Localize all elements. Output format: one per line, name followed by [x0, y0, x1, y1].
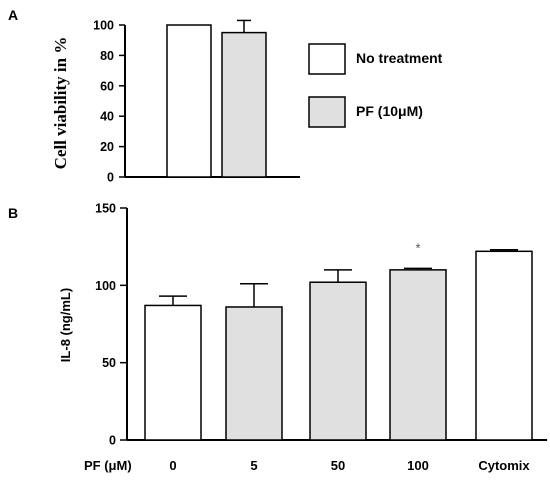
panel-b-significance-marker: * — [415, 240, 420, 255]
panel-a-y-tick-label: 20 — [100, 140, 114, 154]
panel-b-chart: 0 50 100 150 0 5 50 100 Cytomix * — [95, 202, 547, 473]
panel-a-y-tick-label: 40 — [100, 110, 114, 124]
panel-b-bar — [225, 306, 283, 441]
panel-a-y-axis-label: Cell viability in % — [51, 37, 70, 170]
panel-b-bar — [389, 269, 447, 441]
panel-a-legend-label: PF (10μM) — [356, 103, 423, 119]
panel-a-y-tick-label: 60 — [100, 79, 114, 93]
panel-a-bar — [221, 31, 267, 178]
panel-b-y-tick-label: 150 — [95, 202, 116, 216]
panel-a-y-tick-label: 0 — [107, 171, 114, 185]
panel-a-legend-label: No treatment — [356, 50, 443, 66]
panel-b-x-tick-label: 100 — [407, 458, 429, 473]
panel-a-y-tick-label: 100 — [93, 19, 114, 33]
panel-a-label: A — [8, 7, 18, 23]
panel-b-y-tick-label: 50 — [102, 356, 116, 370]
panel-b-x-tick-label: 50 — [331, 458, 345, 473]
panel-b-y-tick-label: 0 — [109, 434, 116, 448]
panel-b-label: B — [8, 205, 18, 221]
panel-b-y-tick-label: 100 — [95, 279, 116, 293]
panel-b-x-tick-label: 5 — [250, 458, 257, 473]
panel-b-bar — [144, 304, 202, 441]
panel-b-x-tick-label: 0 — [169, 458, 176, 473]
panel-a-bar — [166, 24, 212, 178]
panel-a-legend-swatch — [308, 96, 346, 128]
panel-a-legend: No treatment PF (10μM) — [308, 43, 443, 128]
panel-b-bar — [309, 281, 367, 441]
panel-b-x-tick-label: Cytomix — [478, 458, 530, 473]
panel-b-x-axis-label: PF (μM) — [84, 458, 132, 473]
panel-a-chart: 0 20 40 60 80 100 — [93, 19, 300, 185]
panel-b-bar — [475, 250, 533, 441]
panel-a-y-tick-label: 80 — [100, 49, 114, 63]
panel-a-legend-swatch — [308, 43, 346, 75]
panel-b-y-axis-label: IL-8 (ng/mL) — [58, 288, 73, 362]
